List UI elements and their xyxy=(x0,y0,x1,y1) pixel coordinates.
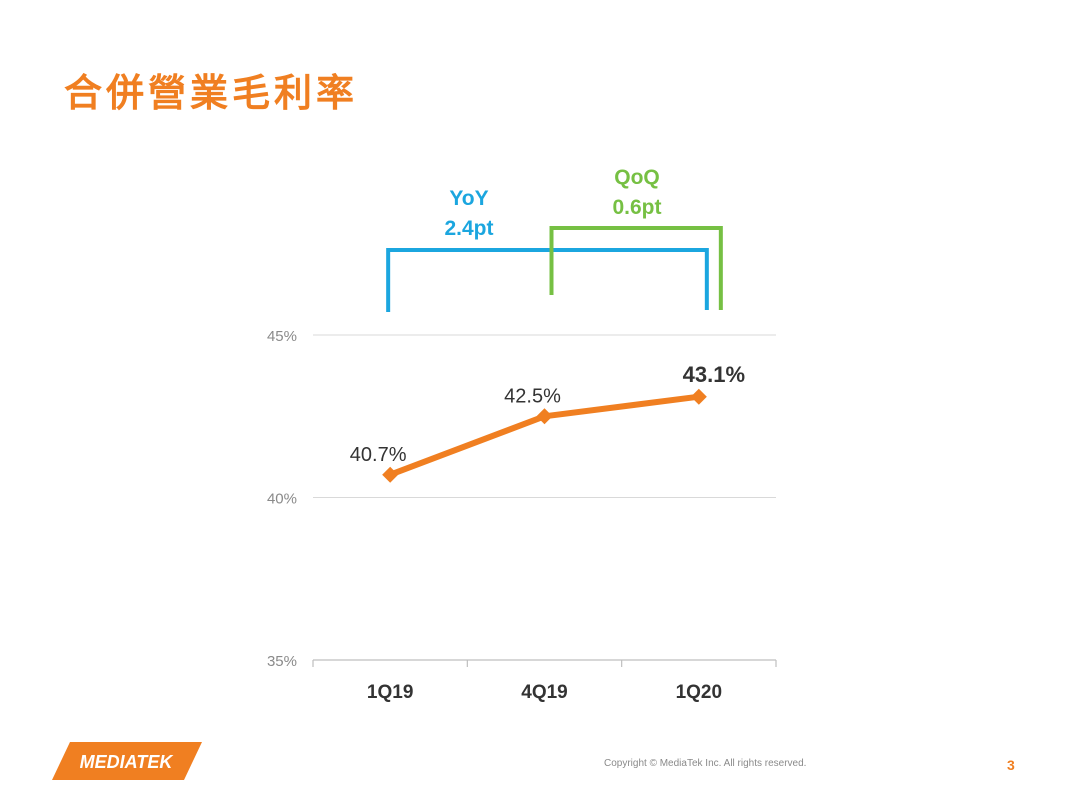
copyright-text: Copyright © MediaTek Inc. All rights res… xyxy=(604,758,807,769)
x-tick-label: 4Q19 xyxy=(521,682,567,703)
data-point xyxy=(690,388,707,405)
qoq-value: 0.6pt xyxy=(612,196,661,219)
yoy-label: YoY xyxy=(449,187,488,210)
data-point xyxy=(382,466,399,483)
x-tick-label: 1Q19 xyxy=(367,682,413,703)
x-tick-label: 1Q20 xyxy=(676,682,722,703)
yoy-bracket xyxy=(386,248,709,312)
y-tick-label: 35% xyxy=(267,653,297,670)
qoq-bracket xyxy=(549,226,723,310)
svg-text:MEDIATEK: MEDIATEK xyxy=(80,752,175,772)
page-number: 3 xyxy=(1007,757,1015,773)
yoy-value: 2.4pt xyxy=(444,217,493,240)
mediatek-logo: MEDIATEK xyxy=(52,742,202,780)
y-tick-label: 40% xyxy=(267,491,297,508)
y-tick-label: 45% xyxy=(267,328,297,345)
slide-title: 合併營業毛利率 xyxy=(64,70,359,115)
data-point xyxy=(536,408,553,425)
data-label: 42.5% xyxy=(504,385,561,407)
data-label: 43.1% xyxy=(683,362,745,387)
data-label: 40.7% xyxy=(350,444,407,466)
qoq-label: QoQ xyxy=(614,166,660,189)
